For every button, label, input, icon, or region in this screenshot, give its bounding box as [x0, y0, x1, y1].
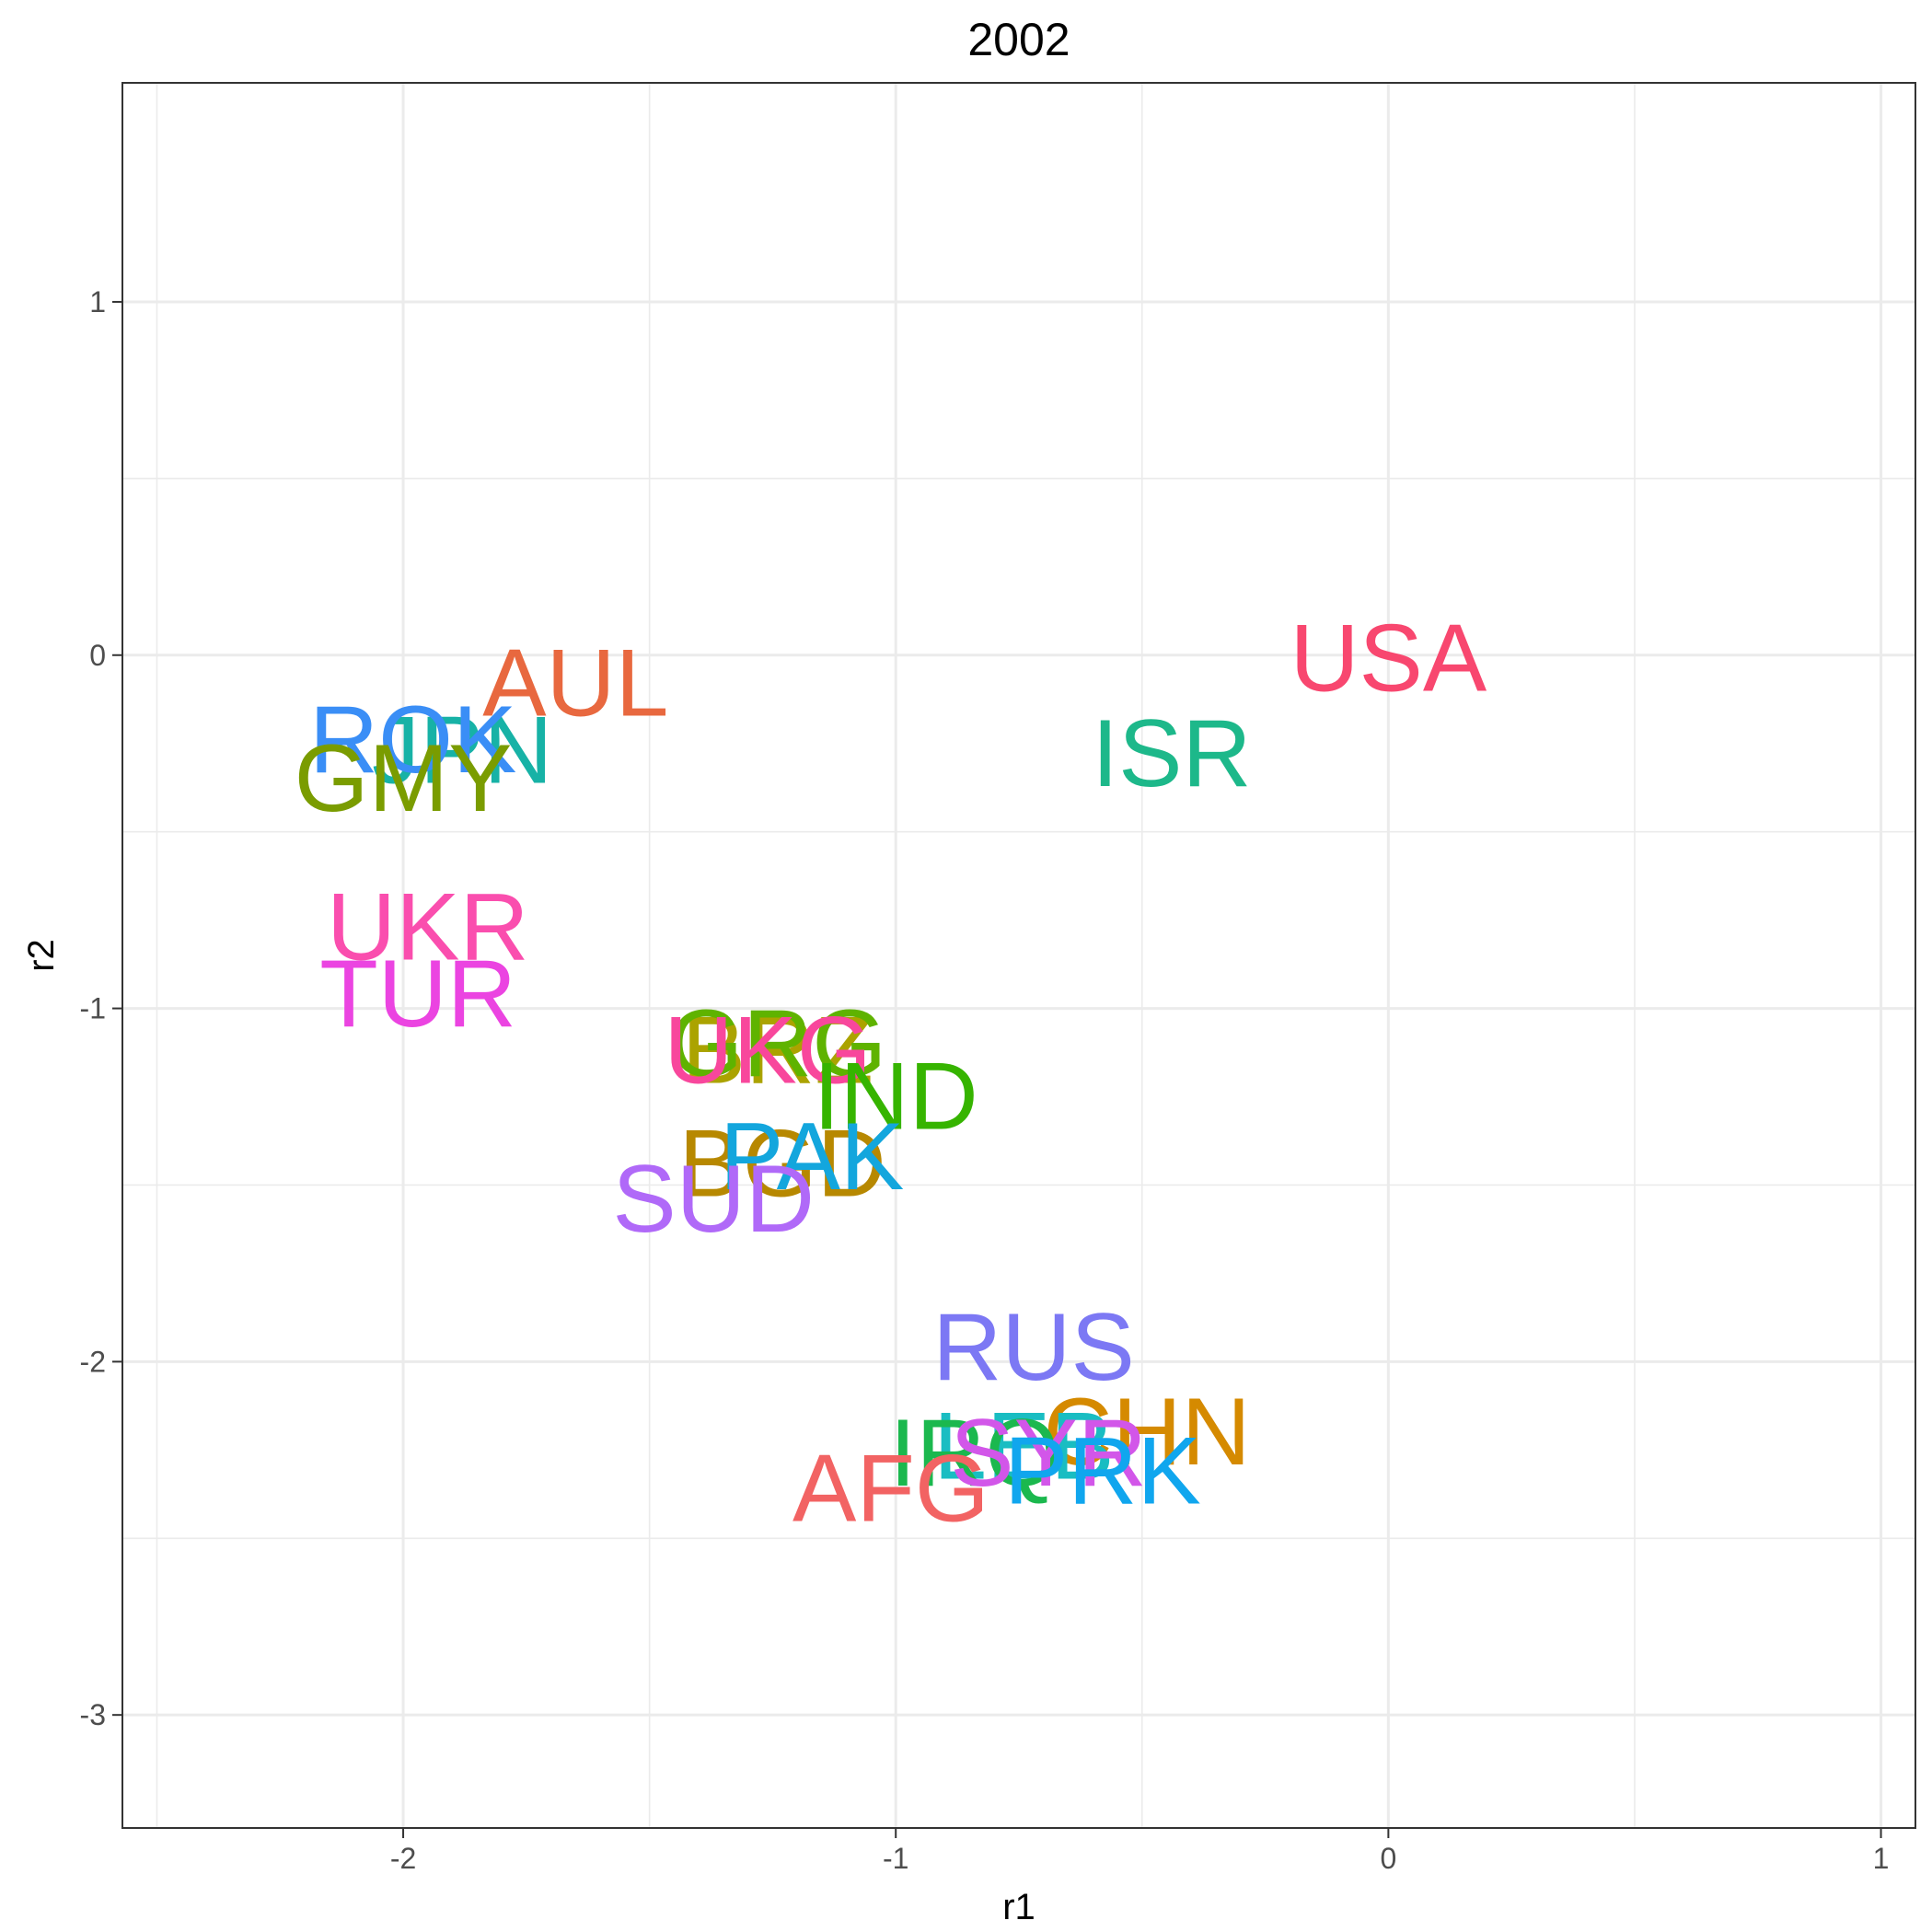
point-label-isr: ISR — [1092, 700, 1251, 807]
y-tick-label: -3 — [80, 1698, 106, 1731]
y-axis-title: r2 — [21, 939, 62, 972]
point-label-brz: BRZ — [682, 998, 873, 1105]
point-label-bgd: BGD — [678, 1110, 885, 1217]
point-label-ukg: UKG — [664, 998, 871, 1105]
point-label-chn: CHN — [1043, 1379, 1250, 1486]
point-label-irq: IRQ — [889, 1400, 1059, 1507]
point-label-afg: AFG — [792, 1436, 989, 1543]
point-label-aul: AUL — [482, 630, 668, 736]
x-tick-label: -1 — [883, 1842, 908, 1875]
x-tick-label: 0 — [1380, 1842, 1396, 1875]
x-tick-label: 1 — [1873, 1842, 1890, 1875]
x-axis-title: r1 — [1002, 1887, 1035, 1927]
y-tick-label: -1 — [80, 992, 106, 1025]
point-label-syr: SYR — [950, 1400, 1147, 1507]
point-label-rus: RUS — [932, 1294, 1135, 1401]
data-labels: USAISRAULJPNROKGMYUKRTURBRZGRGUKGINDBGDP… — [295, 606, 1487, 1543]
point-label-rok: ROK — [309, 687, 516, 793]
point-label-gmy: GMY — [295, 725, 513, 832]
panel-border — [121, 82, 1916, 1829]
point-label-ukr: UKR — [327, 873, 529, 980]
y-tick-label: 1 — [89, 285, 106, 318]
point-label-prk: PRK — [1004, 1417, 1201, 1524]
point-label-sud: SUD — [612, 1146, 815, 1253]
y-tick-label: 0 — [89, 639, 106, 672]
point-label-jpn: JPN — [372, 697, 552, 804]
axes: -2 -1 0 1 1 0 -1 -2 -3 — [80, 285, 1890, 1875]
x-tick-label: -2 — [390, 1842, 416, 1875]
point-label-leb: LEB — [933, 1393, 1115, 1499]
point-label-usa: USA — [1290, 606, 1487, 712]
y-tick-label: -2 — [80, 1345, 106, 1378]
chart-title: 2002 — [967, 14, 1070, 65]
point-label-grg: GRG — [668, 990, 886, 1097]
grid — [122, 83, 1915, 1828]
point-label-tur: TUR — [319, 941, 516, 1047]
point-label-pak: PAK — [720, 1104, 904, 1210]
point-label-ind: IND — [814, 1044, 978, 1151]
